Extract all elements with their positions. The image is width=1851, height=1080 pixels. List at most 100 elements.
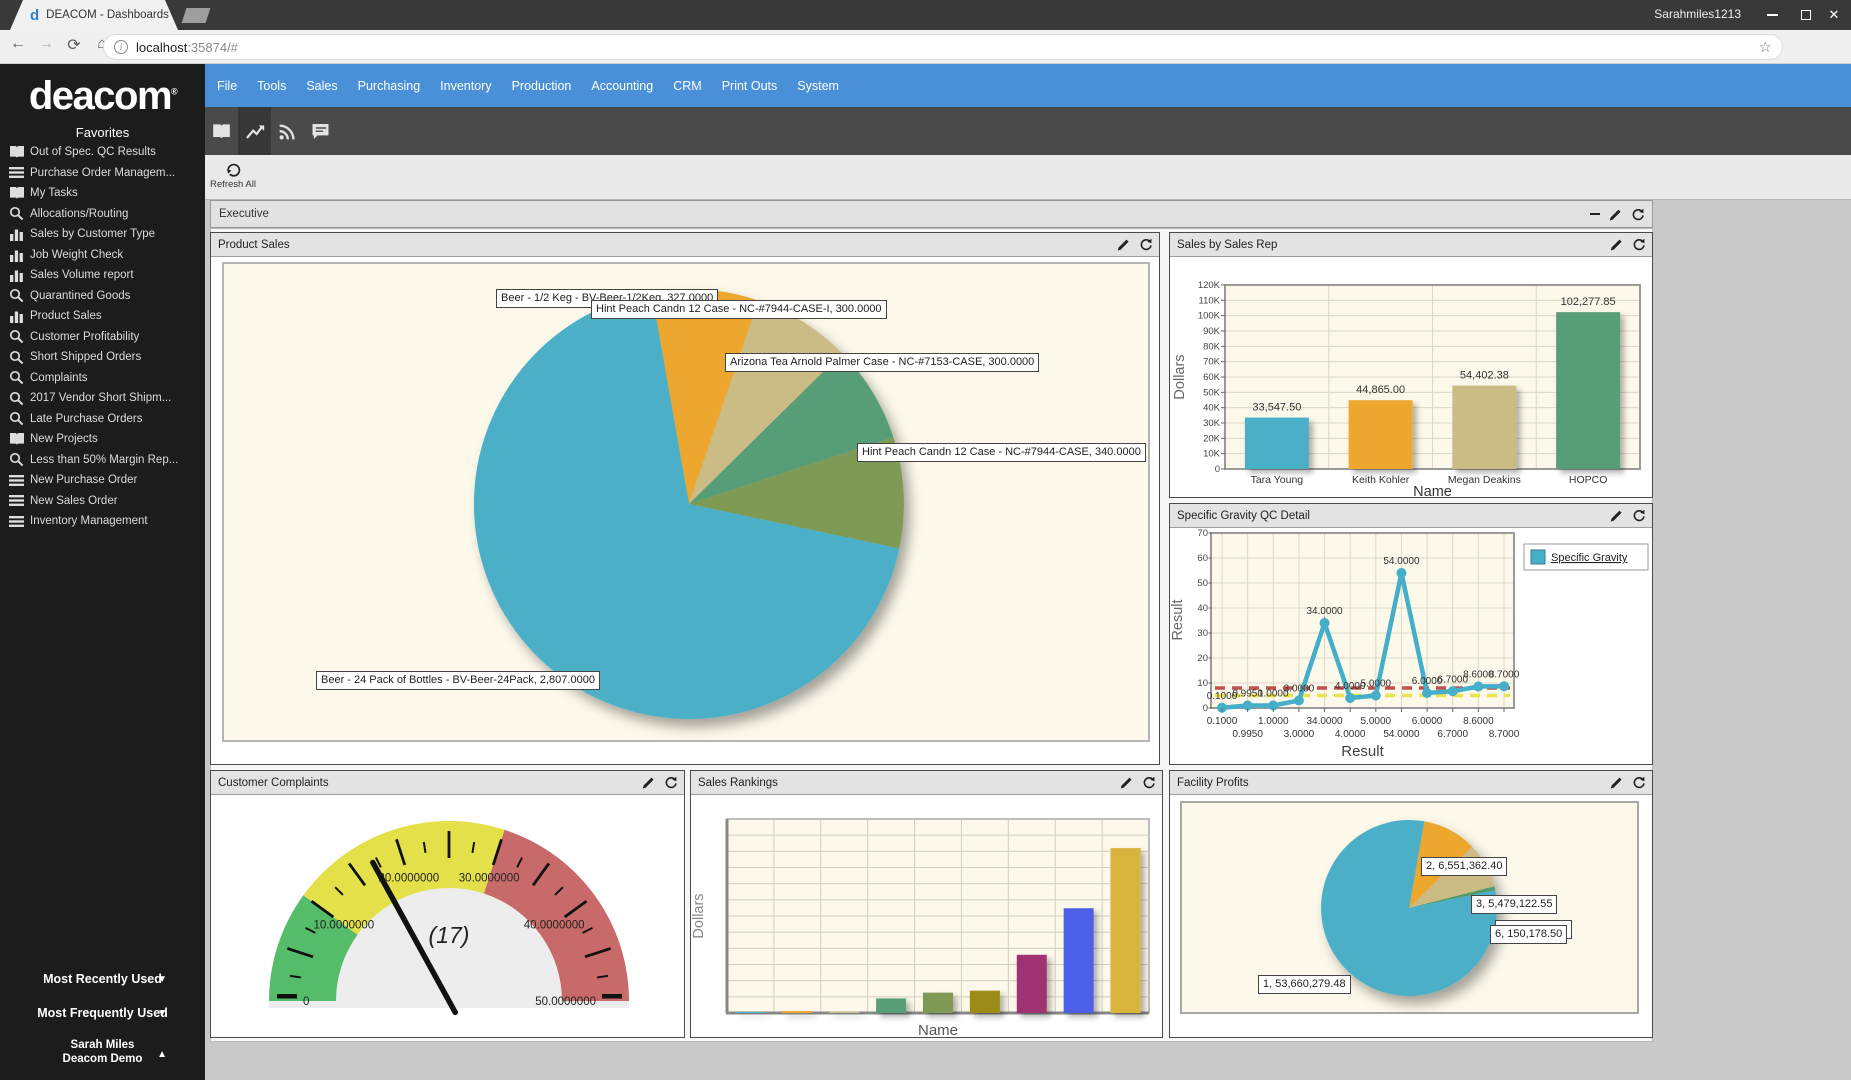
refresh-all-button[interactable]: Refresh All: [209, 157, 257, 199]
sidebar-item-short-shipped-orders[interactable]: Short Shipped Orders: [0, 347, 205, 368]
menu-purchasing[interactable]: Purchasing: [357, 78, 421, 93]
refresh-icon[interactable]: [1632, 509, 1645, 522]
menu-crm[interactable]: CRM: [673, 78, 702, 93]
dashboard-header[interactable]: Executive: [210, 200, 1653, 228]
home-icon[interactable]: ⌂: [97, 35, 107, 52]
refresh-icon[interactable]: [1139, 238, 1152, 251]
pie-slice[interactable]: [473, 292, 900, 720]
minimize-button[interactable]: [1755, 0, 1789, 30]
refresh-icon[interactable]: [1632, 776, 1645, 789]
menu-production[interactable]: Production: [511, 78, 572, 93]
bar[interactable]: [1063, 908, 1094, 1013]
refresh-icon[interactable]: [1142, 776, 1155, 789]
data-point[interactable]: [1268, 700, 1279, 711]
data-point[interactable]: [1370, 690, 1381, 701]
edit-icon[interactable]: [1610, 509, 1623, 522]
bar[interactable]: [1348, 400, 1413, 469]
sidebar-item-new-projects[interactable]: New Projects: [0, 429, 205, 450]
sidebar-item-quarantined-goods[interactable]: Quarantined Goods: [0, 286, 205, 307]
bar[interactable]: [782, 1011, 813, 1013]
bar[interactable]: [969, 990, 1000, 1013]
menu-sales[interactable]: Sales: [306, 78, 338, 93]
most-frequently-used-toggle[interactable]: Most Frequently Used ▼: [37, 1006, 168, 1020]
data-point[interactable]: [1396, 568, 1407, 578]
bar[interactable]: [876, 998, 907, 1013]
bar[interactable]: [1110, 848, 1141, 1013]
bar[interactable]: [1452, 385, 1517, 469]
sidebar-item-allocations-routing[interactable]: Allocations/Routing: [0, 204, 205, 225]
reload-icon[interactable]: ⟳: [67, 37, 81, 54]
sidebar-item-new-sales-order[interactable]: New Sales Order: [0, 491, 205, 512]
sidebar-item-inventory-management[interactable]: Inventory Management: [0, 511, 205, 532]
sidebar-item-sales-by-customer-type[interactable]: Sales by Customer Type: [0, 224, 205, 245]
address-input[interactable]: i localhost:35874/# ☆: [103, 34, 1783, 60]
sidebar-item-complaints[interactable]: Complaints: [0, 368, 205, 389]
data-point[interactable]: [1447, 686, 1458, 697]
menu-system[interactable]: System: [797, 78, 839, 93]
user-menu[interactable]: Sarah Miles Deacom Demo ▲: [0, 1030, 205, 1080]
edit-icon[interactable]: [642, 776, 655, 789]
edit-icon[interactable]: [1610, 238, 1623, 251]
back-icon[interactable]: ←: [10, 35, 26, 52]
bar[interactable]: [735, 1012, 766, 1013]
sidebar-item-less-than-50-margin-rep[interactable]: Less than 50% Margin Rep...: [0, 450, 205, 471]
pie-slice[interactable]: [1409, 886, 1496, 908]
refresh-icon[interactable]: [1632, 238, 1645, 251]
sidebar-item-2017-vendor-short-shipm[interactable]: 2017 Vendor Short Shipm...: [0, 388, 205, 409]
edit-icon[interactable]: [1609, 208, 1622, 221]
new-tab-button[interactable]: [181, 8, 211, 23]
data-point[interactable]: [1319, 618, 1330, 628]
pie-slice[interactable]: [1321, 819, 1498, 996]
tab-close-icon[interactable]: ×: [172, 9, 180, 21]
restore-button[interactable]: [1789, 0, 1823, 30]
menu-print-outs[interactable]: Print Outs: [721, 78, 778, 93]
bar[interactable]: [829, 1011, 860, 1013]
data-point[interactable]: [1499, 681, 1509, 692]
data-point[interactable]: [1422, 688, 1433, 698]
sidebar-item-product-sales[interactable]: Product Sales: [0, 306, 205, 327]
browser-tab[interactable]: d DEACOM - Dashboards ×: [10, 0, 178, 30]
toolbar-chat-icon[interactable]: [304, 107, 337, 155]
refresh-icon[interactable]: [664, 776, 677, 789]
panel-header[interactable]: Customer Complaints: [211, 771, 684, 795]
sidebar-item-sales-volume-report[interactable]: Sales Volume report: [0, 265, 205, 286]
sidebar-item-late-purchase-orders[interactable]: Late Purchase Orders: [0, 409, 205, 430]
data-point[interactable]: [1345, 693, 1356, 703]
sidebar-item-job-weight-check[interactable]: Job Weight Check: [0, 245, 205, 266]
toolbar-book-icon[interactable]: [205, 107, 238, 155]
panel-header[interactable]: Specific Gravity QC Detail: [1170, 504, 1652, 528]
page-info-icon[interactable]: i: [114, 40, 128, 54]
bar[interactable]: [923, 992, 953, 1013]
pie-slice[interactable]: [689, 300, 843, 504]
menu-inventory[interactable]: Inventory: [440, 78, 492, 93]
data-point[interactable]: [1242, 700, 1253, 711]
panel-header[interactable]: Facility Profits: [1170, 771, 1652, 795]
bookmark-star-icon[interactable]: ☆: [1758, 39, 1772, 56]
forward-icon[interactable]: →: [38, 35, 54, 52]
panel-header[interactable]: Sales by Sales Rep: [1170, 233, 1652, 257]
data-point[interactable]: [1217, 702, 1227, 713]
toolbar-rss-icon[interactable]: [271, 107, 304, 155]
edit-icon[interactable]: [1120, 776, 1133, 789]
pie-slice[interactable]: [689, 353, 894, 504]
toolbar-trend-icon[interactable]: [238, 107, 271, 155]
bar[interactable]: [1556, 312, 1621, 469]
data-point[interactable]: [1473, 681, 1484, 692]
pie-slice[interactable]: [651, 289, 759, 504]
data-point[interactable]: [1293, 695, 1304, 706]
edit-icon[interactable]: [1610, 776, 1623, 789]
edit-icon[interactable]: [1117, 238, 1130, 251]
sidebar-item-new-purchase-order[interactable]: New Purchase Order: [0, 470, 205, 491]
close-button[interactable]: ✕: [1828, 7, 1840, 22]
panel-header[interactable]: Product Sales: [211, 233, 1159, 257]
panel-header[interactable]: Sales Rankings: [691, 771, 1162, 795]
sidebar-item-customer-profitability[interactable]: Customer Profitability: [0, 327, 205, 348]
menu-file[interactable]: File: [217, 78, 238, 93]
refresh-icon[interactable]: [1631, 208, 1644, 221]
menu-tools[interactable]: Tools: [257, 78, 287, 93]
bar[interactable]: [1244, 417, 1309, 469]
collapse-icon[interactable]: [1590, 213, 1600, 215]
browser-profile-name[interactable]: Sarahmiles1213: [1654, 7, 1741, 21]
sidebar-item-my-tasks[interactable]: My Tasks: [0, 183, 205, 204]
bar[interactable]: [1016, 954, 1047, 1013]
